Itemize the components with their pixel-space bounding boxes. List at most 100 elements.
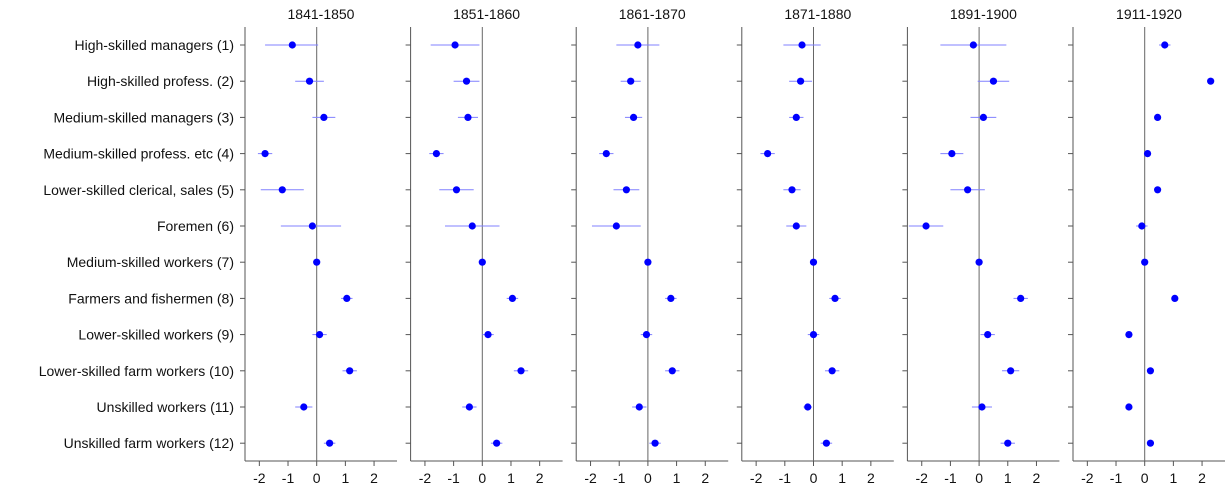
panel-title: 1871-1880: [784, 6, 851, 22]
estimate-point: [969, 41, 977, 49]
estimate-point: [978, 403, 986, 411]
estimate-point: [517, 367, 525, 375]
estimate-point: [809, 331, 818, 339]
category-label: Lower-skilled farm workers (10): [39, 363, 234, 379]
panel-1: 1841-1850 -2 -1 0 1 2: [240, 6, 397, 486]
x-tick-label: 0: [644, 470, 652, 486]
x-tick-label: 2: [1198, 470, 1206, 486]
estimate-point: [1007, 367, 1015, 375]
panel-title: 1911-1920: [1116, 6, 1182, 22]
x-tick-label: 1: [1169, 470, 1177, 486]
x-tick-label: 2: [701, 470, 709, 486]
estimate-point: [764, 150, 772, 158]
x-tick-label: -2: [916, 470, 929, 486]
estimate-point: [1138, 222, 1146, 230]
x-tick-label: 2: [370, 470, 378, 486]
panel-3: 1861-1870 -2 -1 0 1 2: [571, 6, 729, 486]
estimate-point: [300, 403, 308, 411]
estimate-point: [667, 294, 675, 302]
x-tick-label: 2: [536, 470, 544, 486]
estimate-point: [828, 367, 836, 375]
estimate-point: [451, 41, 459, 49]
estimate-point: [798, 41, 806, 49]
x-tick-label: 1: [838, 470, 846, 486]
x-tick-label: 1: [507, 470, 515, 486]
estimate-point: [313, 258, 321, 266]
estimate-point: [1146, 367, 1155, 375]
x-tick-label: -1: [613, 470, 626, 486]
estimate-point: [627, 77, 635, 85]
estimate-point: [508, 294, 517, 302]
x-tick-label: 1: [1004, 470, 1012, 486]
estimate-point: [484, 331, 492, 339]
estimate-point: [831, 294, 839, 302]
category-label: Medium-skilled profess. etc (4): [43, 146, 234, 162]
estimate-point: [432, 150, 441, 158]
estimate-point: [922, 222, 930, 230]
estimate-point: [634, 41, 642, 49]
estimate-point: [315, 331, 324, 339]
estimate-point: [1171, 294, 1179, 302]
x-tick-label: -1: [779, 470, 792, 486]
estimate-point: [326, 439, 334, 447]
estimate-point: [644, 258, 652, 266]
x-tick-label: -2: [584, 470, 597, 486]
estimate-point: [346, 367, 354, 375]
estimate-point: [635, 403, 643, 411]
x-tick-label: 2: [1033, 470, 1041, 486]
x-tick-label: -2: [750, 470, 763, 486]
x-tick-label: 0: [313, 470, 321, 486]
estimate-point: [629, 113, 638, 121]
category-label: Medium-skilled workers (7): [67, 254, 234, 270]
estimate-point: [320, 113, 328, 121]
estimate-point: [642, 331, 651, 339]
estimate-point: [478, 258, 486, 266]
panel-4: 1871-1880 -2 -1 0 1 2: [736, 6, 894, 486]
category-label: Lower-skilled workers (9): [78, 327, 234, 343]
estimate-point: [1146, 439, 1155, 447]
estimate-point: [622, 186, 630, 194]
panel-title: 1891-1900: [950, 6, 1017, 22]
estimate-point: [809, 258, 818, 266]
panel-5: 1891-1900 -2 -1 0 1 2: [902, 6, 1060, 486]
estimate-point: [305, 77, 314, 85]
estimate-point: [792, 113, 800, 121]
category-label: Medium-skilled managers (3): [53, 109, 234, 125]
estimate-point: [1154, 113, 1162, 121]
x-tick-label: 2: [867, 470, 875, 486]
estimate-point: [796, 77, 805, 85]
estimate-point: [462, 77, 471, 85]
panel-title: 1841-1850: [288, 6, 355, 22]
x-tick-label: 0: [1141, 470, 1149, 486]
estimate-point: [1154, 186, 1162, 194]
category-label: High-skilled managers (1): [74, 37, 234, 53]
estimate-point: [1207, 77, 1215, 85]
estimate-point: [465, 403, 473, 411]
panel-2: 1851-1860 -2 -1 0 1 2: [405, 6, 563, 486]
x-tick-label: 0: [478, 470, 486, 486]
estimate-point: [792, 222, 800, 230]
x-tick-label: 0: [975, 470, 983, 486]
estimate-point: [1125, 403, 1133, 411]
estimate-point: [1004, 439, 1012, 447]
x-tick-label: 1: [673, 470, 681, 486]
category-label: High-skilled profess. (2): [87, 73, 234, 89]
estimate-point: [1143, 150, 1152, 158]
x-tick-label: -1: [1110, 470, 1123, 486]
panel-title: 1861-1870: [619, 6, 686, 22]
panel-6: 1911-1920 -2 -1 0 1 2: [1068, 6, 1225, 486]
category-label: Unskilled workers (11): [97, 399, 234, 415]
estimate-point: [602, 150, 610, 158]
estimate-point: [278, 186, 286, 194]
estimate-point: [668, 367, 676, 375]
estimate-point: [288, 41, 296, 49]
category-label: Unskilled farm workers (12): [64, 435, 234, 451]
x-tick-label: -1: [282, 470, 295, 486]
category-label: Lower-skilled clerical, sales (5): [43, 182, 234, 198]
x-tick-label: -2: [1081, 470, 1094, 486]
estimate-point: [452, 186, 461, 194]
estimate-point: [804, 403, 812, 411]
estimate-point: [1141, 258, 1149, 266]
estimate-point: [1125, 331, 1133, 339]
